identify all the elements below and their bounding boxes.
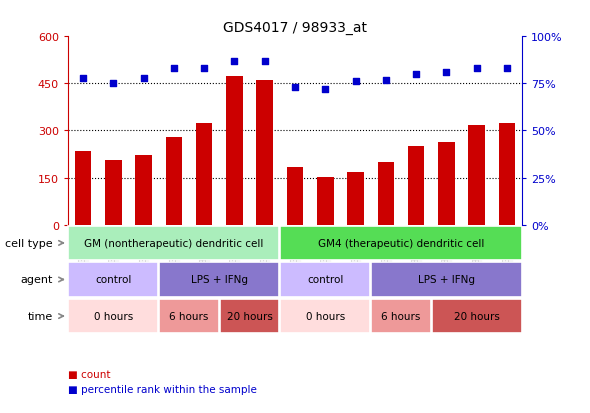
Text: ■ percentile rank within the sample: ■ percentile rank within the sample — [68, 385, 257, 394]
Text: GSM384664: GSM384664 — [230, 229, 239, 280]
Text: GSM384658: GSM384658 — [169, 229, 178, 280]
Text: GM4 (therapeutic) dendritic cell: GM4 (therapeutic) dendritic cell — [318, 238, 484, 248]
Text: control: control — [307, 275, 343, 285]
Bar — [348, 173, 364, 225]
Point — [472, 66, 481, 72]
FancyBboxPatch shape — [371, 263, 522, 297]
Text: ■ count: ■ count — [68, 369, 110, 379]
Text: 20 hours: 20 hours — [227, 311, 273, 321]
Text: GSM384667: GSM384667 — [442, 229, 451, 280]
Bar — [499, 123, 515, 225]
Text: cell type: cell type — [5, 238, 53, 248]
Text: 6 hours: 6 hours — [381, 311, 421, 321]
Bar — [287, 168, 303, 225]
FancyBboxPatch shape — [159, 299, 219, 333]
Text: GSM384655: GSM384655 — [290, 229, 300, 280]
Text: GSM384661: GSM384661 — [351, 229, 360, 280]
Text: 0 hours: 0 hours — [94, 311, 133, 321]
Point — [411, 71, 421, 78]
FancyBboxPatch shape — [432, 299, 522, 333]
FancyBboxPatch shape — [280, 263, 370, 297]
Text: GSM384669: GSM384669 — [503, 229, 512, 280]
FancyBboxPatch shape — [371, 299, 431, 333]
Bar — [105, 160, 122, 225]
Text: GSM384659: GSM384659 — [321, 229, 330, 280]
Text: GSM384657: GSM384657 — [381, 229, 391, 280]
Text: 6 hours: 6 hours — [169, 311, 209, 321]
FancyBboxPatch shape — [68, 226, 279, 261]
Text: 20 hours: 20 hours — [454, 311, 500, 321]
Point — [139, 75, 148, 82]
Bar — [135, 156, 152, 225]
Text: agent: agent — [20, 275, 53, 285]
Bar — [438, 143, 455, 225]
Text: LPS + IFNg: LPS + IFNg — [418, 275, 475, 285]
Point — [351, 79, 360, 85]
Text: control: control — [95, 275, 132, 285]
Point — [442, 69, 451, 76]
Text: GSM384662: GSM384662 — [139, 229, 148, 280]
FancyBboxPatch shape — [68, 299, 158, 333]
Bar — [226, 76, 242, 225]
Point — [78, 75, 88, 82]
Text: GSM384668: GSM384668 — [472, 229, 481, 280]
Text: GM (nontherapeutic) dendritic cell: GM (nontherapeutic) dendritic cell — [84, 238, 264, 248]
Bar — [196, 123, 212, 225]
Text: 0 hours: 0 hours — [306, 311, 345, 321]
Bar — [166, 138, 182, 225]
FancyBboxPatch shape — [280, 226, 522, 261]
FancyBboxPatch shape — [159, 263, 279, 297]
Point — [260, 58, 270, 65]
Point — [502, 66, 512, 72]
Point — [230, 58, 239, 65]
FancyBboxPatch shape — [280, 299, 370, 333]
FancyBboxPatch shape — [68, 263, 158, 297]
FancyBboxPatch shape — [220, 299, 279, 333]
Bar — [257, 81, 273, 225]
Bar — [317, 178, 333, 225]
Text: GSM384663: GSM384663 — [199, 229, 209, 280]
Text: GSM384666: GSM384666 — [412, 229, 421, 280]
Text: GSM384660: GSM384660 — [109, 229, 118, 280]
Text: GSM384665: GSM384665 — [260, 229, 269, 280]
Point — [320, 86, 330, 93]
Point — [199, 66, 209, 72]
Title: GDS4017 / 98933_at: GDS4017 / 98933_at — [223, 21, 367, 35]
Bar — [468, 126, 485, 225]
Point — [109, 81, 118, 88]
Point — [169, 66, 179, 72]
Bar — [378, 163, 394, 225]
Text: LPS + IFNg: LPS + IFNg — [191, 275, 248, 285]
Text: time: time — [28, 311, 53, 321]
Bar — [75, 152, 91, 225]
Text: GSM384656: GSM384656 — [78, 229, 87, 280]
Point — [381, 77, 391, 84]
Bar — [408, 146, 424, 225]
Point — [290, 85, 300, 91]
